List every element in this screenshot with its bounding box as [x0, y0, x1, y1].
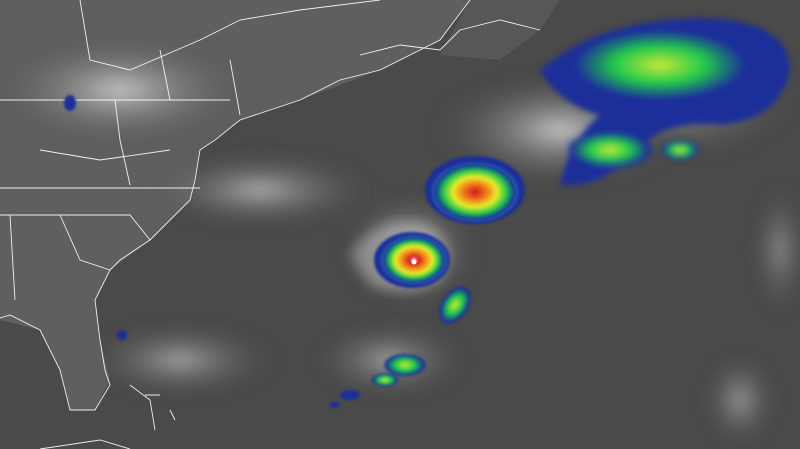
hurricane — [350, 221, 450, 292]
boundaries — [0, 0, 541, 449]
hurricane-eye — [411, 259, 417, 265]
cloud-mass-northeast — [540, 18, 790, 186]
storm-cluster-north — [425, 156, 525, 224]
rainband-south — [64, 95, 473, 408]
